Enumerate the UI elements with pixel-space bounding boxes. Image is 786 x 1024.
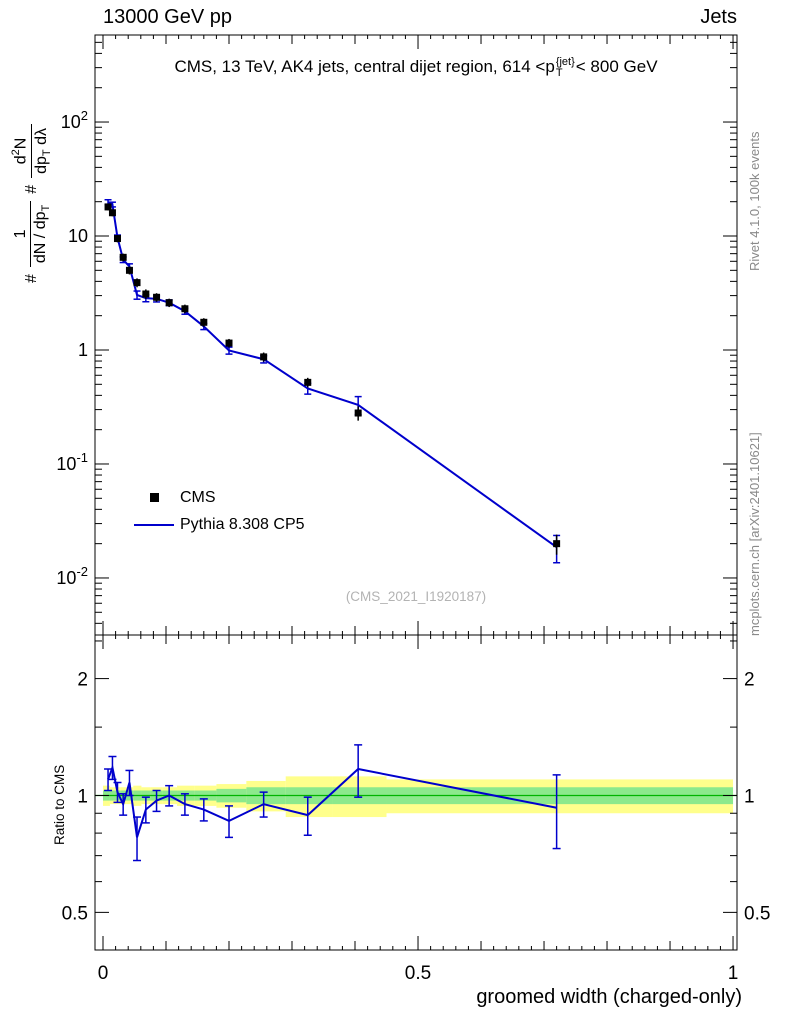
beam-energy-label: 13000 GeV pp xyxy=(103,6,232,28)
cms-series xyxy=(104,203,561,555)
legend: CMS Pythia 8.308 CP5 xyxy=(128,484,305,538)
ylabel-fraction-1: 1 dN / dpT xyxy=(11,200,54,268)
legend-item-cms: CMS xyxy=(128,484,305,511)
pythia-line-icon xyxy=(128,523,180,526)
analysis-group-label: Jets xyxy=(700,6,737,28)
svg-text:10: 10 xyxy=(68,226,88,246)
ratio-series xyxy=(104,744,561,862)
fraction-numerator: d2N xyxy=(10,137,30,165)
fraction-denominator: dN / dpT xyxy=(29,200,54,268)
main-y-axis-label: # 1 dN / dpT # d2N dpT dλ xyxy=(6,35,58,283)
pt-superscript: {jet} xyxy=(555,56,575,68)
legend-label-pythia: Pythia 8.308 CP5 xyxy=(180,515,305,533)
analysis-id-watermark: (CMS_2021_I1920187) xyxy=(345,589,487,604)
plot-title-text: CMS, 13 TeV, AK4 jets, central dijet reg… xyxy=(174,57,555,77)
ylabel-fraction-2: d2N dpT dλ xyxy=(10,123,54,178)
hash-symbol: # xyxy=(23,274,41,283)
svg-text:2: 2 xyxy=(77,670,88,691)
mcplots-arxiv-label: mcplots.cern.ch [arXiv:2401.10621] xyxy=(747,432,762,636)
cms-marker-icon xyxy=(128,493,180,502)
rivet-version-label: Rivet 4.1.0, 100k events xyxy=(747,131,762,271)
svg-text:1: 1 xyxy=(744,786,755,807)
plot-title-tail: < 800 GeV xyxy=(575,57,658,77)
legend-item-pythia: Pythia 8.308 CP5 xyxy=(128,511,305,538)
pt-subscript: T xyxy=(555,67,563,79)
uncertainty-bands xyxy=(95,776,737,818)
svg-text:0.5: 0.5 xyxy=(744,903,770,924)
svg-text:0: 0 xyxy=(98,963,109,984)
svg-text:1: 1 xyxy=(728,963,739,984)
svg-text:10-2: 10-2 xyxy=(56,564,88,588)
svg-text:0.5: 0.5 xyxy=(405,963,431,984)
svg-text:102: 102 xyxy=(61,108,88,132)
x-axis-label: groomed width (charged-only) xyxy=(476,986,742,1008)
ratio-y-axis-label: Ratio to CMS xyxy=(52,764,67,845)
svg-text:1: 1 xyxy=(77,786,88,807)
axes: 102 10 1 10-1 10-2 0 0.5 1 2 2 1 1 0.5 0.5 xyxy=(56,34,770,984)
svg-text:2: 2 xyxy=(744,670,755,691)
fraction-numerator: 1 xyxy=(11,229,29,239)
pt-jet-scripts: {jet} T xyxy=(556,57,575,79)
legend-label-cms: CMS xyxy=(180,488,216,506)
svg-text:0.5: 0.5 xyxy=(62,903,88,924)
svg-text:10-1: 10-1 xyxy=(56,450,88,474)
fraction-denominator: dpT dλ xyxy=(30,123,54,178)
svg-text:1: 1 xyxy=(78,340,88,360)
hash-symbol: # xyxy=(23,184,41,194)
plot-title: CMS, 13 TeV, AK4 jets, central dijet reg… xyxy=(95,57,737,79)
